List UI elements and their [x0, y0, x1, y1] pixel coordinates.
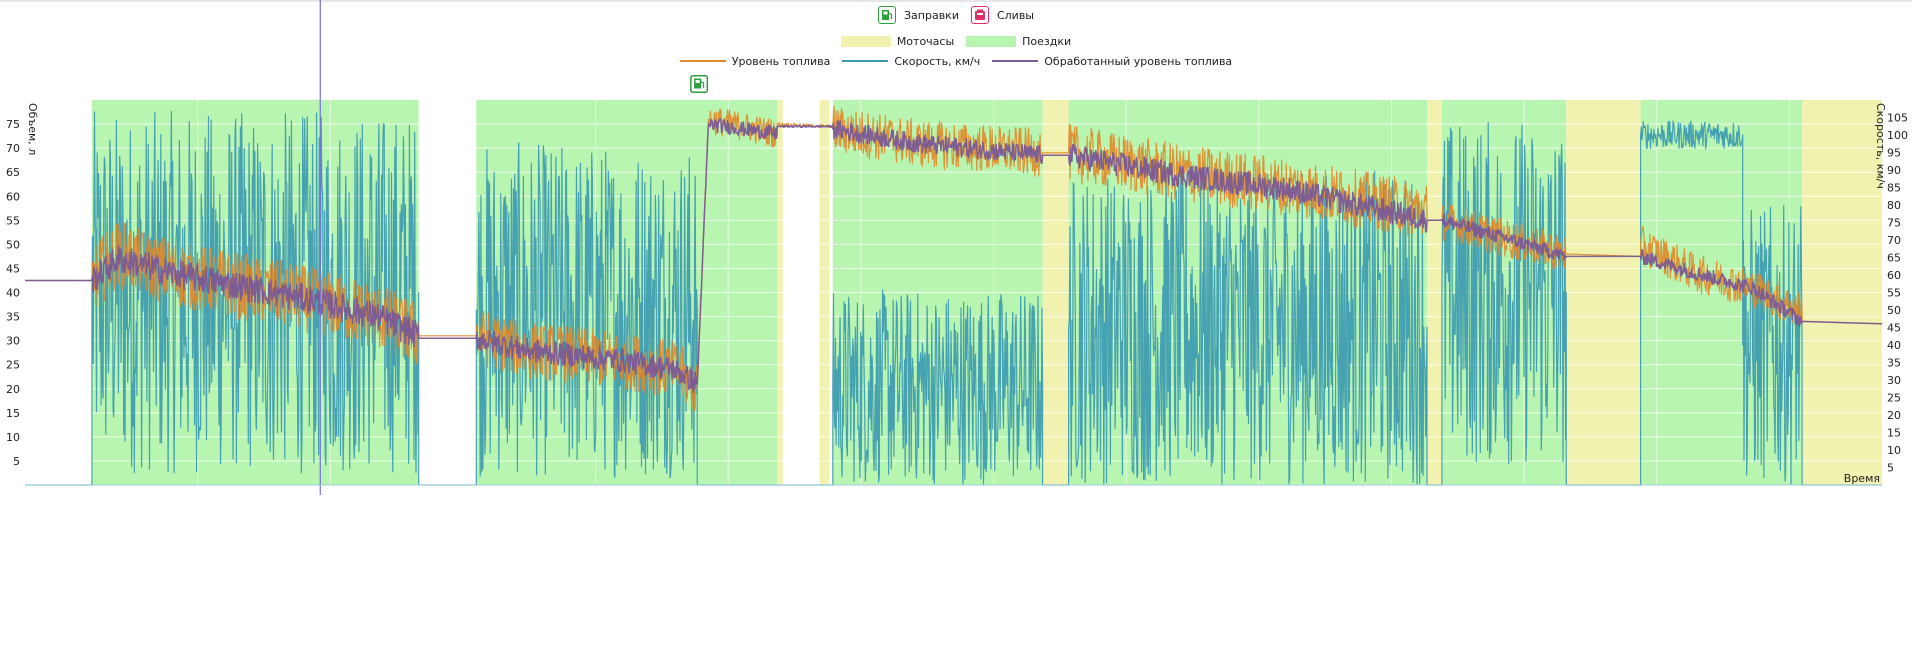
- legend-speed[interactable]: Скорость, км/ч: [842, 55, 980, 68]
- refuel-marker-window: [695, 80, 700, 83]
- refuel-marker-hose: [700, 80, 705, 88]
- y-right-tick-label: 70: [1887, 234, 1901, 247]
- y-right-tick-label: 50: [1887, 304, 1901, 317]
- y-left-tick-label: 50: [6, 238, 20, 251]
- y-right-tick-label: 10: [1887, 444, 1901, 457]
- y-right-title: Скорость, км/ч: [1874, 103, 1887, 189]
- y-right-tick-label: 40: [1887, 339, 1901, 352]
- y-right-tick-label: 95: [1887, 147, 1901, 160]
- top-border: [0, 0, 1912, 2]
- y-left-tick-label: 60: [6, 190, 20, 203]
- y-right-tick-label: 75: [1887, 217, 1901, 230]
- refuel-marker-pump: [694, 78, 702, 89]
- y-right-tick-label: 100: [1887, 129, 1908, 142]
- legend-drains-label: Сливы: [996, 8, 1034, 22]
- legend-trips-label: Поездки: [1022, 34, 1072, 48]
- legend-processed-fuel-label: Обработанный уровень топлива: [1044, 54, 1233, 68]
- y-right-tick-label: 80: [1887, 199, 1901, 212]
- y-left-tick-label: 55: [6, 214, 20, 227]
- legend-events: Заправки Сливы: [0, 6, 1912, 24]
- legend-engine-hours-label: Моточасы: [896, 34, 955, 48]
- y-left-tick-label: 40: [6, 287, 20, 300]
- y-left-tick-label: 35: [6, 311, 20, 324]
- y-left-tick-label: 75: [6, 118, 20, 131]
- y-right-tick-label: 25: [1887, 392, 1901, 405]
- legend-refuels-label: Заправки: [903, 8, 959, 22]
- legend-fuel-level-label: Уровень топлива: [731, 54, 831, 68]
- legend-refuels[interactable]: Заправки: [877, 6, 959, 24]
- y-left-tick-label: 30: [6, 335, 20, 348]
- y-right-tick-label: 60: [1887, 269, 1901, 282]
- axes: 5 10 15 20 25 30 35 40 45 50 55 60 65 70 75 5 10 15 20 25 30…: [6, 112, 1908, 486]
- y-right-tick-label: 30: [1887, 374, 1901, 387]
- legend-fuel-level[interactable]: Уровень топлива: [679, 54, 831, 68]
- fuel-level-swatch: [679, 60, 726, 62]
- series-line-speed: [25, 110, 1882, 486]
- legend-areas: Моточасы Поездки: [0, 34, 1912, 48]
- y-right-tick-label: 55: [1887, 287, 1901, 300]
- y-left-tick-label: 20: [6, 383, 20, 396]
- legend-processed-fuel[interactable]: Обработанный уровень топлива: [992, 55, 1232, 68]
- y-left-tick-label: 70: [6, 142, 20, 155]
- legend-speed-label: Скорость, км/ч: [894, 54, 981, 68]
- y-left-tick-label: 65: [6, 166, 20, 179]
- series-lines: [25, 105, 1883, 486]
- y-right-tick-label: 105: [1887, 112, 1908, 125]
- y-left-tick-label: 45: [6, 262, 20, 275]
- y-left-tick-label: 25: [6, 359, 20, 372]
- y-right-tick-label: 15: [1887, 427, 1901, 440]
- y-right-tick-label: 45: [1887, 322, 1901, 335]
- y-right-tick-label: 20: [1887, 409, 1901, 422]
- y-right-tick-label: 85: [1887, 182, 1901, 195]
- y-left-title: Объем, л: [26, 103, 39, 155]
- series-line-processed-fuel: [25, 118, 1883, 394]
- y-left-tick-label: 10: [6, 431, 20, 444]
- legend-engine-hours[interactable]: Моточасы: [840, 34, 955, 48]
- engine-hours-swatch: [840, 35, 891, 47]
- drain-icon: [970, 6, 989, 24]
- refuel-icon: [877, 6, 896, 24]
- legend-lines: Уровень топлива Скорость, км/ч Обработан…: [0, 54, 1912, 68]
- event-markers: [319, 0, 709, 495]
- y-left-tick-label: 15: [6, 407, 20, 420]
- y-left-tick-label: 5: [13, 455, 20, 468]
- refuel-marker-icon: [690, 75, 709, 93]
- speed-swatch: [842, 60, 889, 62]
- y-right-tick-label: 90: [1887, 164, 1901, 177]
- y-right-tick-label: 65: [1887, 252, 1901, 265]
- processed-fuel-swatch: [992, 60, 1039, 62]
- x-axis-title: Время: [1844, 472, 1880, 485]
- legend-drains[interactable]: Сливы: [970, 6, 1034, 24]
- y-right-tick-label: 5: [1887, 462, 1894, 475]
- trips-swatch: [966, 35, 1017, 47]
- legend-trips[interactable]: Поездки: [966, 35, 1071, 48]
- y-right-tick-label: 35: [1887, 357, 1901, 370]
